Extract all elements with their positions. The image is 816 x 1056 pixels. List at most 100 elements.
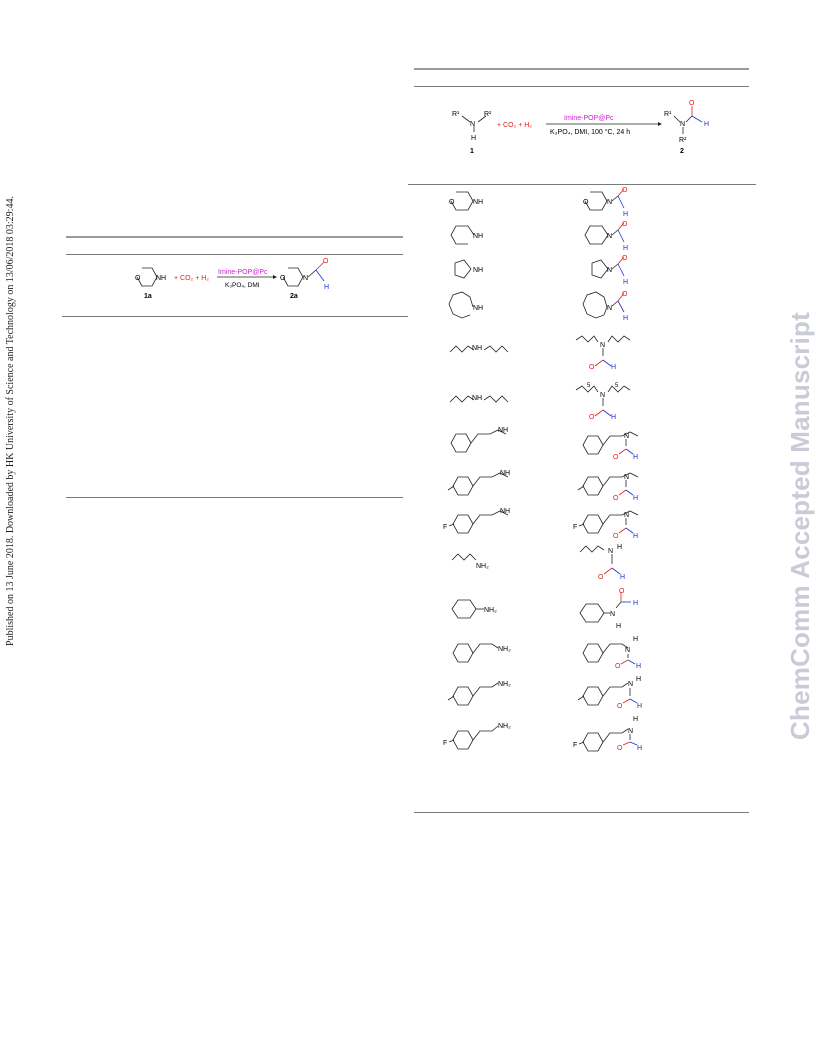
atom-n: N xyxy=(607,267,612,274)
atom-o-formyl: O xyxy=(615,663,621,670)
conditions-label: K₃PO₄, DMI, 100 °C, 24 h xyxy=(550,128,630,136)
left-table-end-rule xyxy=(66,497,403,498)
catalyst-label: Imine-POP@Pc xyxy=(218,269,268,276)
atom-h-formyl: H xyxy=(637,745,642,752)
atom-o-formyl: O xyxy=(323,258,329,265)
right-table-header-rule xyxy=(414,86,749,87)
substituent-r2: R² xyxy=(484,111,492,118)
atom-n: N xyxy=(600,342,605,349)
atom-h-formyl: H xyxy=(633,454,638,461)
atom-o-formyl: O xyxy=(622,221,628,228)
atom-nh2: NH₂ xyxy=(484,607,497,614)
label-1a: 1a xyxy=(144,293,152,300)
product-2a-structure xyxy=(282,267,317,287)
right-table-bottom-rule xyxy=(414,812,749,813)
atom-n: N xyxy=(624,512,629,519)
atom-h-formyl: H xyxy=(623,315,628,322)
scope-row-n-methylbenzylamine: NH N O H xyxy=(450,427,639,461)
atom-h: H xyxy=(616,623,621,630)
atom-o-formyl: O xyxy=(589,364,595,371)
atom-n: N xyxy=(624,474,629,481)
label-2: 2 xyxy=(680,148,684,155)
scope-row-benzylamine: NH₂ N H O H xyxy=(452,636,641,670)
atom-n: N xyxy=(625,647,630,654)
atom-n: N xyxy=(610,611,615,618)
scope-row-piperidine: NH N O H xyxy=(450,221,628,252)
scope-row-4-methylbenzylamine: NH₂ N H O H xyxy=(447,676,642,710)
general-scheme: R¹ R² N H 1 + CO₂ + H₂ Imine-POP@Pc K₃PO… xyxy=(452,100,709,155)
atom-h-formyl: H xyxy=(611,414,616,421)
atom-nh: NH xyxy=(156,275,166,282)
scope-row-pyrrolidine: NH N O H xyxy=(454,255,628,286)
atom-o-formyl: O xyxy=(613,495,619,502)
general-formamide-structure xyxy=(673,115,693,134)
atom-o-formyl: O xyxy=(617,745,623,752)
atom-n: N xyxy=(680,121,685,128)
atom-n: N xyxy=(470,121,475,128)
substituent-r1: R¹ xyxy=(664,111,672,118)
formyl-ch-bond xyxy=(691,115,703,123)
scope-row-azepane: NH N O H xyxy=(448,291,628,322)
atom-h: H xyxy=(633,636,638,643)
atom-o-formyl: O xyxy=(689,100,695,107)
conditions-label: K₃PO₄, DMI xyxy=(225,282,260,289)
atom-h-formyl: H xyxy=(636,663,641,670)
atom-h-formyl: H xyxy=(704,121,709,128)
scope-row-n-methyl-4-methylbenzylamine: NH N O H xyxy=(447,470,639,502)
atom-n: N xyxy=(607,305,612,312)
scheme-1a-to-2a: O NH 1a + CO₂ + H₂ Imine-POP@Pc K₃PO₄, D… xyxy=(135,258,329,300)
atom-nh: NH xyxy=(472,345,482,352)
scope-row-dihexylamine: NH 5 5 N O H xyxy=(449,383,631,421)
atom-nh2: NH₂ xyxy=(498,681,511,688)
reagents-co2-h2: + CO₂ + H₂ xyxy=(497,122,532,129)
atom-h-formyl: H xyxy=(633,533,638,540)
substituent-r2: R² xyxy=(679,137,687,144)
atom-nh2: NH₂ xyxy=(498,723,511,730)
atom-o: O xyxy=(135,275,141,282)
atom-nh: NH xyxy=(473,233,483,240)
atom-n: N xyxy=(608,548,613,555)
right-table-scheme-rule xyxy=(408,184,756,185)
atom-o-formyl: O xyxy=(598,574,604,581)
atom-nh: NH xyxy=(500,470,510,477)
atom-n: N xyxy=(628,681,633,688)
atom-o: O xyxy=(280,275,286,282)
left-table-header-rule xyxy=(66,254,403,255)
atom-n: N xyxy=(628,728,633,735)
atom-f: F xyxy=(573,524,577,531)
atom-h-formyl: H xyxy=(324,284,329,291)
accepted-manuscript-watermark: ChemComm Accepted Manuscript xyxy=(785,312,815,740)
atom-o-formyl: O xyxy=(622,255,628,262)
scope-row-cyclohexylamine: NH₂ N H O H xyxy=(451,588,638,630)
atom-f: F xyxy=(443,740,447,747)
atom-h: H xyxy=(471,135,476,142)
scope-row-n-methyl-4-fluorobenzylamine: F F NH N O H xyxy=(443,508,639,540)
atom-o: O xyxy=(583,199,589,206)
scope-row-morpholine: O NH O N O H xyxy=(449,187,628,218)
atom-h: H xyxy=(617,544,622,551)
catalyst-label: Imine-POP@Pc xyxy=(564,115,614,122)
atom-nh2: NH₂ xyxy=(476,563,489,570)
atom-h-formyl: H xyxy=(633,495,638,502)
atom-o-formyl: O xyxy=(613,454,619,461)
atom-nh: NH xyxy=(498,427,508,434)
atom-h-formyl: H xyxy=(633,600,638,607)
general-amine-structure xyxy=(461,115,487,132)
atom-nh: NH xyxy=(473,199,483,206)
atom-n: N xyxy=(624,433,629,440)
atom-h-formyl: H xyxy=(623,279,628,286)
atom-o-formyl: O xyxy=(622,291,628,298)
atom-h-formyl: H xyxy=(620,574,625,581)
label-1: 1 xyxy=(470,148,474,155)
atom-nh: NH xyxy=(473,267,483,274)
left-table-top-rule xyxy=(66,236,403,238)
atom-nh: NH xyxy=(472,395,482,402)
atom-nh2: NH₂ xyxy=(498,646,511,653)
atom-f: F xyxy=(573,742,577,749)
publication-notice: Published on 13 June 2018. Downloaded by… xyxy=(5,196,16,646)
atom-o-formyl: O xyxy=(622,187,628,194)
atom-o-formyl: O xyxy=(613,533,619,540)
atom-h: H xyxy=(633,716,638,723)
atom-nh: NH xyxy=(500,508,510,515)
atom-n: N xyxy=(607,233,612,240)
